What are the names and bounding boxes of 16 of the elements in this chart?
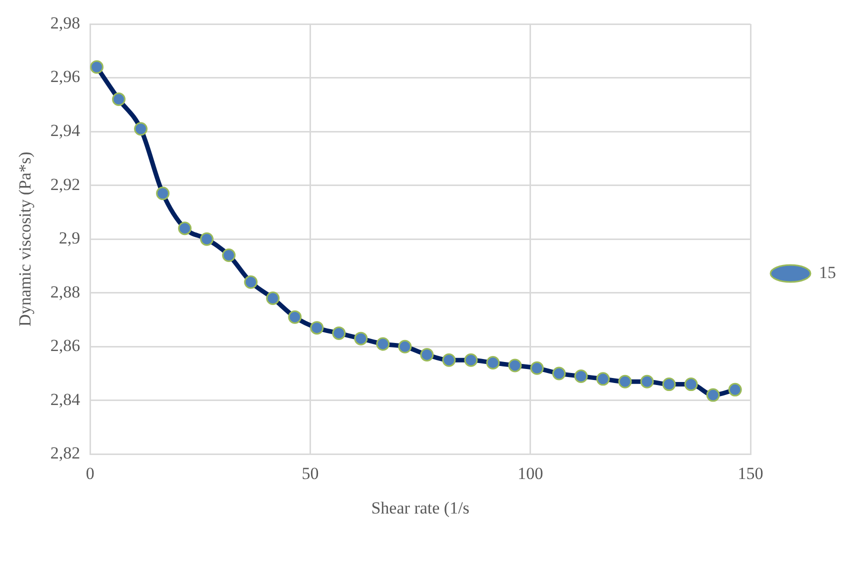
y-tick-label: 2,86 [50, 336, 80, 356]
y-tick-label: 2,92 [50, 174, 80, 194]
x-tick-label: 100 [518, 464, 544, 483]
y-tick-label: 2,84 [50, 390, 81, 409]
y-tick-label: 2,96 [50, 67, 80, 86]
y-axis-title: Dynamic viscosity (Pa*s) [16, 152, 35, 326]
y-tick-label: 2,98 [50, 13, 80, 32]
y-tick-label: 2,82 [50, 444, 80, 463]
y-tick-label: 2,9 [58, 228, 80, 248]
x-tick-label: 50 [302, 464, 319, 483]
x-tick-label: 0 [86, 464, 94, 483]
legend-label: 15 [819, 262, 836, 282]
y-tick-label: 2,94 [50, 121, 81, 140]
x-tick-label: 150 [738, 464, 764, 483]
x-axis-title: Shear rate (1/s [371, 498, 470, 518]
y-tick-label: 2,88 [50, 282, 80, 302]
